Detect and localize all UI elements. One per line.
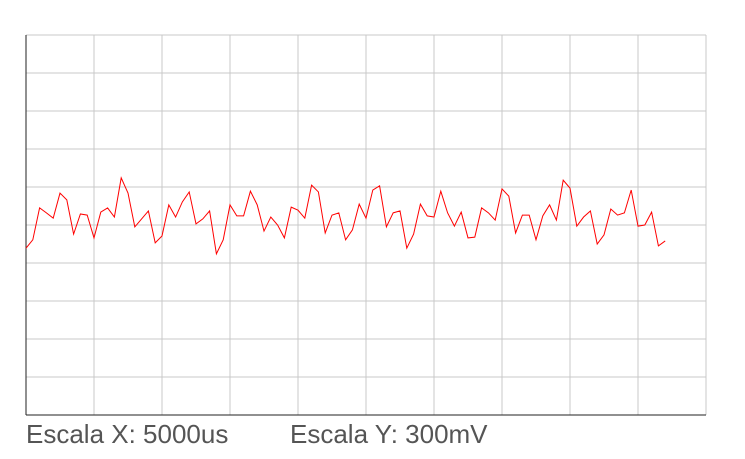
signal-line bbox=[25, 176, 666, 256]
y-scale-label: Escala Y: 300mV bbox=[290, 419, 488, 449]
x-scale-label: Escala X: 5000us bbox=[26, 419, 228, 449]
